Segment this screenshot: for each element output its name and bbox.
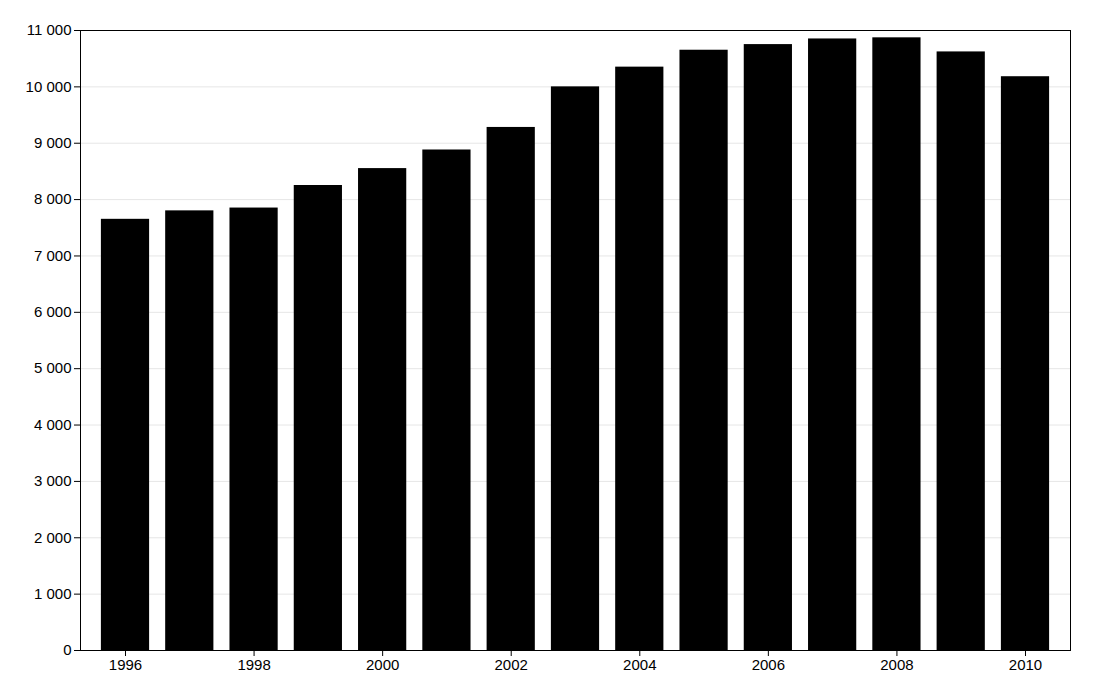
svg-text:0: 0	[63, 641, 71, 658]
svg-text:3 000: 3 000	[34, 472, 72, 489]
svg-text:11 000: 11 000	[27, 21, 72, 38]
svg-text:2000: 2000	[366, 656, 399, 673]
svg-text:4 000: 4 000	[34, 416, 72, 433]
svg-text:2008: 2008	[880, 656, 913, 673]
svg-text:1 000: 1 000	[34, 585, 72, 602]
svg-text:2 000: 2 000	[34, 529, 72, 546]
svg-text:2002: 2002	[495, 656, 528, 673]
svg-text:2010: 2010	[1009, 656, 1042, 673]
svg-text:1996: 1996	[109, 656, 142, 673]
svg-text:6 000: 6 000	[34, 303, 72, 320]
svg-text:1998: 1998	[237, 656, 270, 673]
svg-text:7 000: 7 000	[34, 247, 72, 264]
svg-text:10 000: 10 000	[26, 78, 72, 95]
svg-text:9 000: 9 000	[34, 134, 72, 151]
svg-text:8 000: 8 000	[34, 190, 72, 207]
svg-text:2004: 2004	[623, 656, 656, 673]
svg-text:2006: 2006	[752, 656, 785, 673]
svg-text:5 000: 5 000	[34, 359, 72, 376]
